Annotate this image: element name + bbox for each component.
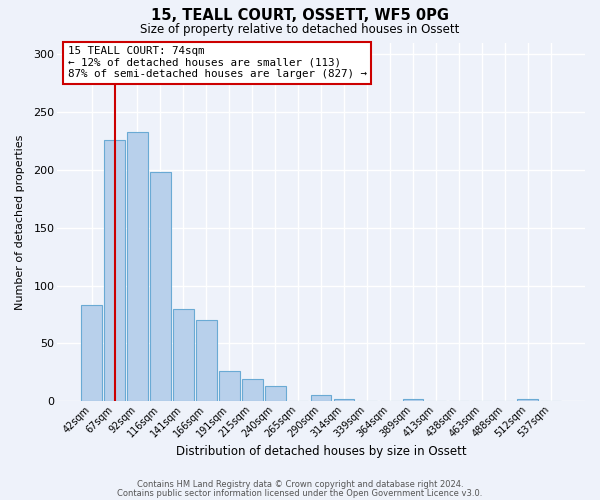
Bar: [265, 386, 286, 402]
Bar: [173, 308, 194, 402]
Text: 15 TEALL COURT: 74sqm
← 12% of detached houses are smaller (113)
87% of semi-det: 15 TEALL COURT: 74sqm ← 12% of detached …: [68, 46, 367, 80]
Bar: [517, 399, 538, 402]
Text: 15, TEALL COURT, OSSETT, WF5 0PG: 15, TEALL COURT, OSSETT, WF5 0PG: [151, 8, 449, 22]
Text: Contains HM Land Registry data © Crown copyright and database right 2024.: Contains HM Land Registry data © Crown c…: [137, 480, 463, 489]
Bar: [196, 320, 217, 402]
X-axis label: Distribution of detached houses by size in Ossett: Distribution of detached houses by size …: [176, 444, 466, 458]
Bar: [334, 399, 355, 402]
Y-axis label: Number of detached properties: Number of detached properties: [15, 134, 25, 310]
Text: Size of property relative to detached houses in Ossett: Size of property relative to detached ho…: [140, 22, 460, 36]
Bar: [127, 132, 148, 402]
Bar: [81, 305, 102, 402]
Bar: [104, 140, 125, 402]
Bar: [150, 172, 171, 402]
Bar: [311, 396, 331, 402]
Bar: [403, 399, 423, 402]
Bar: [242, 380, 263, 402]
Text: Contains public sector information licensed under the Open Government Licence v3: Contains public sector information licen…: [118, 488, 482, 498]
Bar: [219, 371, 239, 402]
